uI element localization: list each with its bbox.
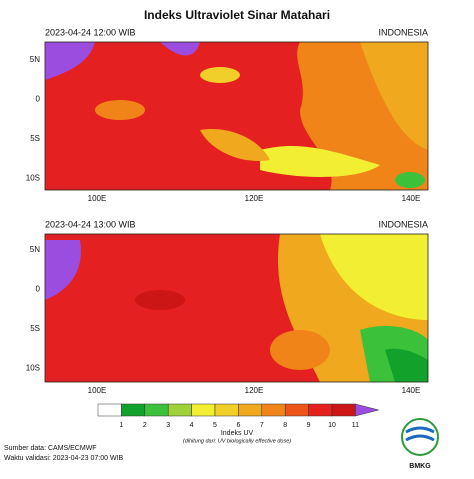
colorbar-title: Indeks UV bbox=[221, 430, 254, 437]
colorbar-tick-label: 8 bbox=[283, 422, 287, 429]
panel-time: 2023-04-24 12:00 WIB bbox=[45, 27, 136, 37]
panel-region: INDONESIA bbox=[378, 27, 428, 37]
panel-time: 2023-04-24 13:00 WIB bbox=[45, 219, 136, 229]
valid-time: Waktu validasi: 2023-04-23 07:00 WIB bbox=[4, 455, 124, 462]
colorbar-segment bbox=[214, 403, 239, 417]
panel-region: INDONESIA bbox=[378, 219, 428, 229]
colorbar: 1 2 3 4 5 6 7 8 9 10 11 bbox=[97, 403, 379, 429]
colorbar-segment bbox=[97, 403, 122, 417]
axes: 5N 0 5S 10S 100E 120E 140E 5N 0 5S 10S 100E 120E 140E bbox=[26, 55, 421, 395]
colorbar-segment bbox=[121, 403, 146, 417]
title: Indeks Ultraviolet Sinar Matahari bbox=[144, 8, 330, 22]
colorbar-tick-label: 3 bbox=[166, 422, 170, 429]
colorbar-tick-label: 7 bbox=[260, 422, 264, 429]
lat-label: 5N bbox=[30, 55, 40, 64]
colorbar-segment bbox=[191, 403, 216, 417]
lon-label: 100E bbox=[88, 194, 107, 203]
colorbar-segment bbox=[238, 403, 263, 417]
source: Sumber data: CAMS/ECMWF bbox=[4, 445, 97, 452]
map-1 bbox=[45, 42, 428, 190]
lon-label: 140E bbox=[402, 194, 421, 203]
lon-label: 100E bbox=[88, 386, 107, 395]
lat-label: 10S bbox=[26, 364, 40, 373]
lon-label: 120E bbox=[245, 194, 264, 203]
lat-label: 0 bbox=[36, 95, 41, 104]
colorbar-segment bbox=[308, 403, 333, 417]
colorbar-tick-label: 11 bbox=[352, 422, 359, 429]
colorbar-segment bbox=[284, 403, 309, 417]
colorbar-segment bbox=[144, 403, 169, 417]
colorbar-segment bbox=[261, 403, 286, 417]
colorbar-tick-label: 1 bbox=[119, 422, 123, 429]
lat-label: 5N bbox=[30, 245, 40, 254]
colorbar-segment bbox=[167, 403, 192, 417]
colorbar-tick-label: 9 bbox=[307, 422, 311, 429]
colorbar-tick-label: 5 bbox=[213, 422, 217, 429]
colorbar-tick-label: 4 bbox=[190, 422, 194, 429]
logo-text: BMKG bbox=[409, 463, 431, 470]
colorbar-subtitle: (dihitung dari: UV biologically effectiv… bbox=[183, 438, 291, 444]
lat-label: 5S bbox=[30, 134, 40, 143]
colorbar-tick-label: 6 bbox=[236, 422, 240, 429]
lon-label: 140E bbox=[402, 386, 421, 395]
logo: BMKG bbox=[401, 418, 439, 470]
lat-label: 5S bbox=[30, 324, 40, 333]
map-2 bbox=[45, 234, 428, 382]
lat-label: 10S bbox=[26, 174, 40, 183]
lon-label: 120E bbox=[245, 386, 264, 395]
colorbar-tick-label: 2 bbox=[143, 422, 147, 429]
lat-label: 0 bbox=[36, 285, 41, 294]
colorbar-arrow bbox=[355, 403, 379, 417]
colorbar-segment bbox=[331, 403, 356, 417]
colorbar-tick-label: 10 bbox=[328, 422, 336, 429]
